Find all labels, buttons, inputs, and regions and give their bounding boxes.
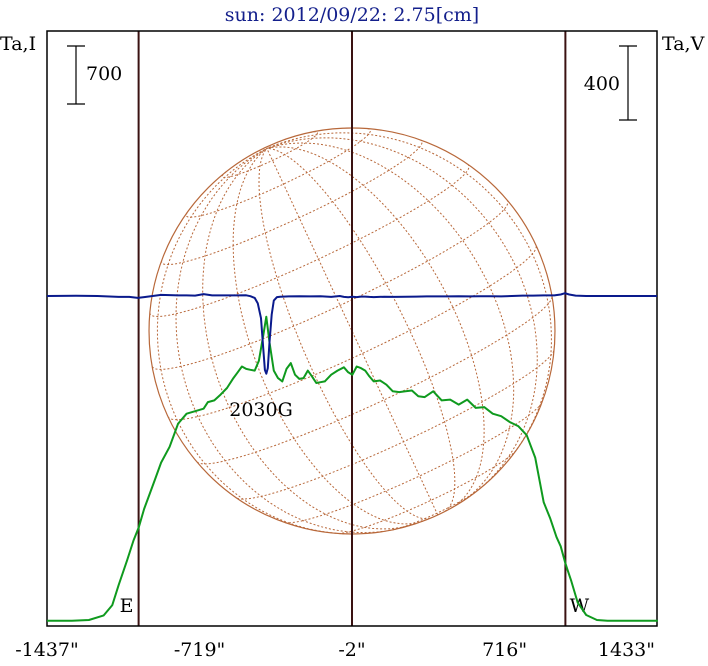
x-axis-ticks: -1437" -719" -2" 716" 1433" [15,639,655,661]
left-axis-label: Ta,I [0,33,36,55]
right-scale-bar: 400 [584,45,637,121]
disk-latitude-line [149,164,470,318]
x-tick-label: -1437" [15,639,79,661]
disk-longitude-line [266,142,515,501]
right-axis-label: Ta,V [662,33,705,55]
series-line-intensity [47,315,658,622]
chart-title: sun: 2012/09/22: 2.75[cm] [225,4,479,26]
x-tick-label: -719" [174,639,225,661]
right-scale-bar-label: 400 [584,73,620,95]
vertical-marker-label-E: E [120,595,134,617]
x-tick-label: 716" [482,639,527,661]
disk-longitude-line [266,148,439,515]
disk-latitude-line [185,128,371,218]
left-scale-bar-label: 700 [86,63,122,85]
left-scale-bar: 700 [67,45,122,105]
x-tick-label: -2" [338,639,365,661]
disk-longitude-line [156,147,349,535]
disk-latitude-line [221,131,318,179]
disk-latitude-line [338,450,517,534]
series-line-polarization [46,292,657,375]
disk-longitude-line [175,147,395,534]
plot-frame [46,30,658,627]
series-lines [46,292,658,622]
annotation-active-region: 2030G [229,399,293,421]
x-tick-label: 1433" [598,639,655,661]
disk-longitude-line [232,148,424,525]
disk-longitude-line [202,147,410,530]
disk-latitude-line [160,139,423,266]
disk-latitude-line [196,296,553,465]
disk-longitude-line [266,146,485,509]
